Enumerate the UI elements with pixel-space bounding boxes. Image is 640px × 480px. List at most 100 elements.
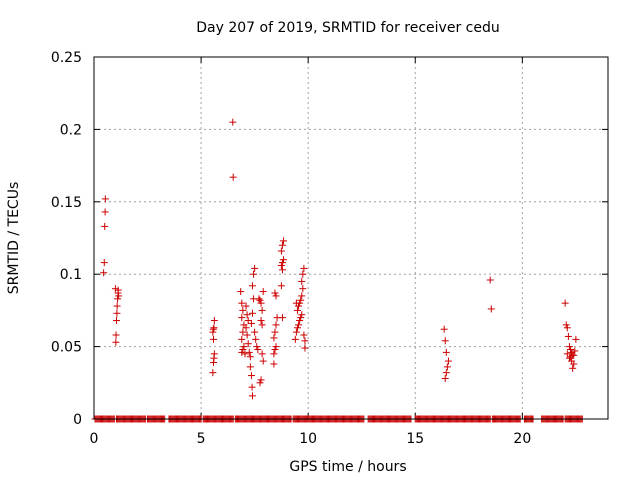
data-point <box>442 369 450 377</box>
y-tick-label: 0 <box>73 412 82 428</box>
data-point <box>242 302 250 310</box>
data-point <box>113 302 121 310</box>
data-point <box>278 259 286 267</box>
data-point <box>567 345 575 353</box>
data-point <box>300 264 308 272</box>
axis-ticks: 0 5 10 15 20 0 0.05 0.1 0.15 0.2 0.25 <box>51 50 608 447</box>
data-point <box>254 345 262 353</box>
data-point <box>243 331 251 339</box>
data-point <box>272 292 280 300</box>
data-point <box>244 340 252 348</box>
data-point <box>238 314 246 322</box>
data-point <box>486 276 494 284</box>
data-point <box>247 372 255 380</box>
data-point <box>271 289 279 297</box>
chart-title: Day 207 of 2019, SRMTID for receiver ced… <box>196 20 499 36</box>
data-point <box>209 325 217 333</box>
y-axis-label: SRMTID / TECUs <box>6 182 22 295</box>
data-point <box>270 350 278 358</box>
data-point <box>278 314 286 322</box>
data-point <box>210 324 218 332</box>
y-tick-label: 0.2 <box>60 122 82 138</box>
data-point <box>112 317 120 325</box>
data-point <box>242 324 250 332</box>
data-point <box>258 306 266 314</box>
data-point <box>571 347 579 355</box>
data-point <box>271 328 279 336</box>
x-tick-label: 0 <box>90 431 99 447</box>
data-point <box>251 264 259 272</box>
data-point <box>256 379 264 387</box>
data-point <box>444 357 452 365</box>
data-points <box>91 118 586 423</box>
y-tick-label: 0.1 <box>60 267 82 283</box>
data-point <box>210 317 218 325</box>
data-point <box>246 363 254 371</box>
data-point <box>256 296 264 304</box>
data-point <box>258 321 266 329</box>
data-point <box>238 335 246 343</box>
data-point <box>271 345 279 353</box>
data-point <box>298 292 306 300</box>
data-point <box>563 350 571 358</box>
data-point <box>270 360 278 368</box>
data-point <box>277 247 285 255</box>
x-tick-label: 10 <box>299 431 317 447</box>
data-point <box>210 335 218 343</box>
data-point <box>277 262 285 270</box>
data-point <box>487 305 495 313</box>
data-point <box>250 270 258 278</box>
data-point <box>248 392 256 400</box>
data-point <box>570 360 578 368</box>
data-point <box>272 321 280 329</box>
data-point <box>441 374 449 382</box>
data-point <box>440 325 448 333</box>
data-point <box>253 343 261 351</box>
data-point <box>100 259 108 267</box>
data-point <box>293 324 301 332</box>
data-point <box>569 364 577 372</box>
data-point <box>257 317 265 325</box>
data-point <box>295 321 303 329</box>
data-point <box>245 348 253 356</box>
data-point <box>293 306 301 314</box>
data-point <box>278 266 286 274</box>
y-tick-label: 0.05 <box>51 340 82 356</box>
data-point <box>248 309 256 317</box>
data-point <box>239 328 247 336</box>
data-point <box>239 345 247 353</box>
data-point <box>567 353 575 361</box>
data-point <box>258 350 266 358</box>
data-point <box>297 296 305 304</box>
data-point <box>259 288 267 296</box>
data-point <box>278 241 286 249</box>
data-point <box>243 311 251 319</box>
data-point <box>299 270 307 278</box>
data-point <box>443 363 451 371</box>
data-point <box>115 292 123 300</box>
data-point <box>565 343 573 351</box>
data-point <box>280 237 288 245</box>
data-point <box>257 376 265 384</box>
data-point <box>255 295 263 303</box>
data-point <box>441 337 449 345</box>
data-point <box>297 314 305 322</box>
data-point <box>257 299 265 307</box>
data-point <box>100 269 108 277</box>
data-point <box>442 348 450 356</box>
data-point <box>238 299 246 307</box>
data-point <box>101 195 109 203</box>
y-tick-label: 0.15 <box>51 195 82 211</box>
data-point <box>562 321 570 329</box>
grid-lines <box>94 57 608 419</box>
data-point <box>298 311 306 319</box>
data-point <box>292 328 300 336</box>
data-point <box>112 331 120 339</box>
data-point <box>247 319 255 327</box>
data-point <box>291 335 299 343</box>
data-point <box>259 357 267 365</box>
data-point <box>229 118 237 126</box>
data-point <box>244 317 252 325</box>
